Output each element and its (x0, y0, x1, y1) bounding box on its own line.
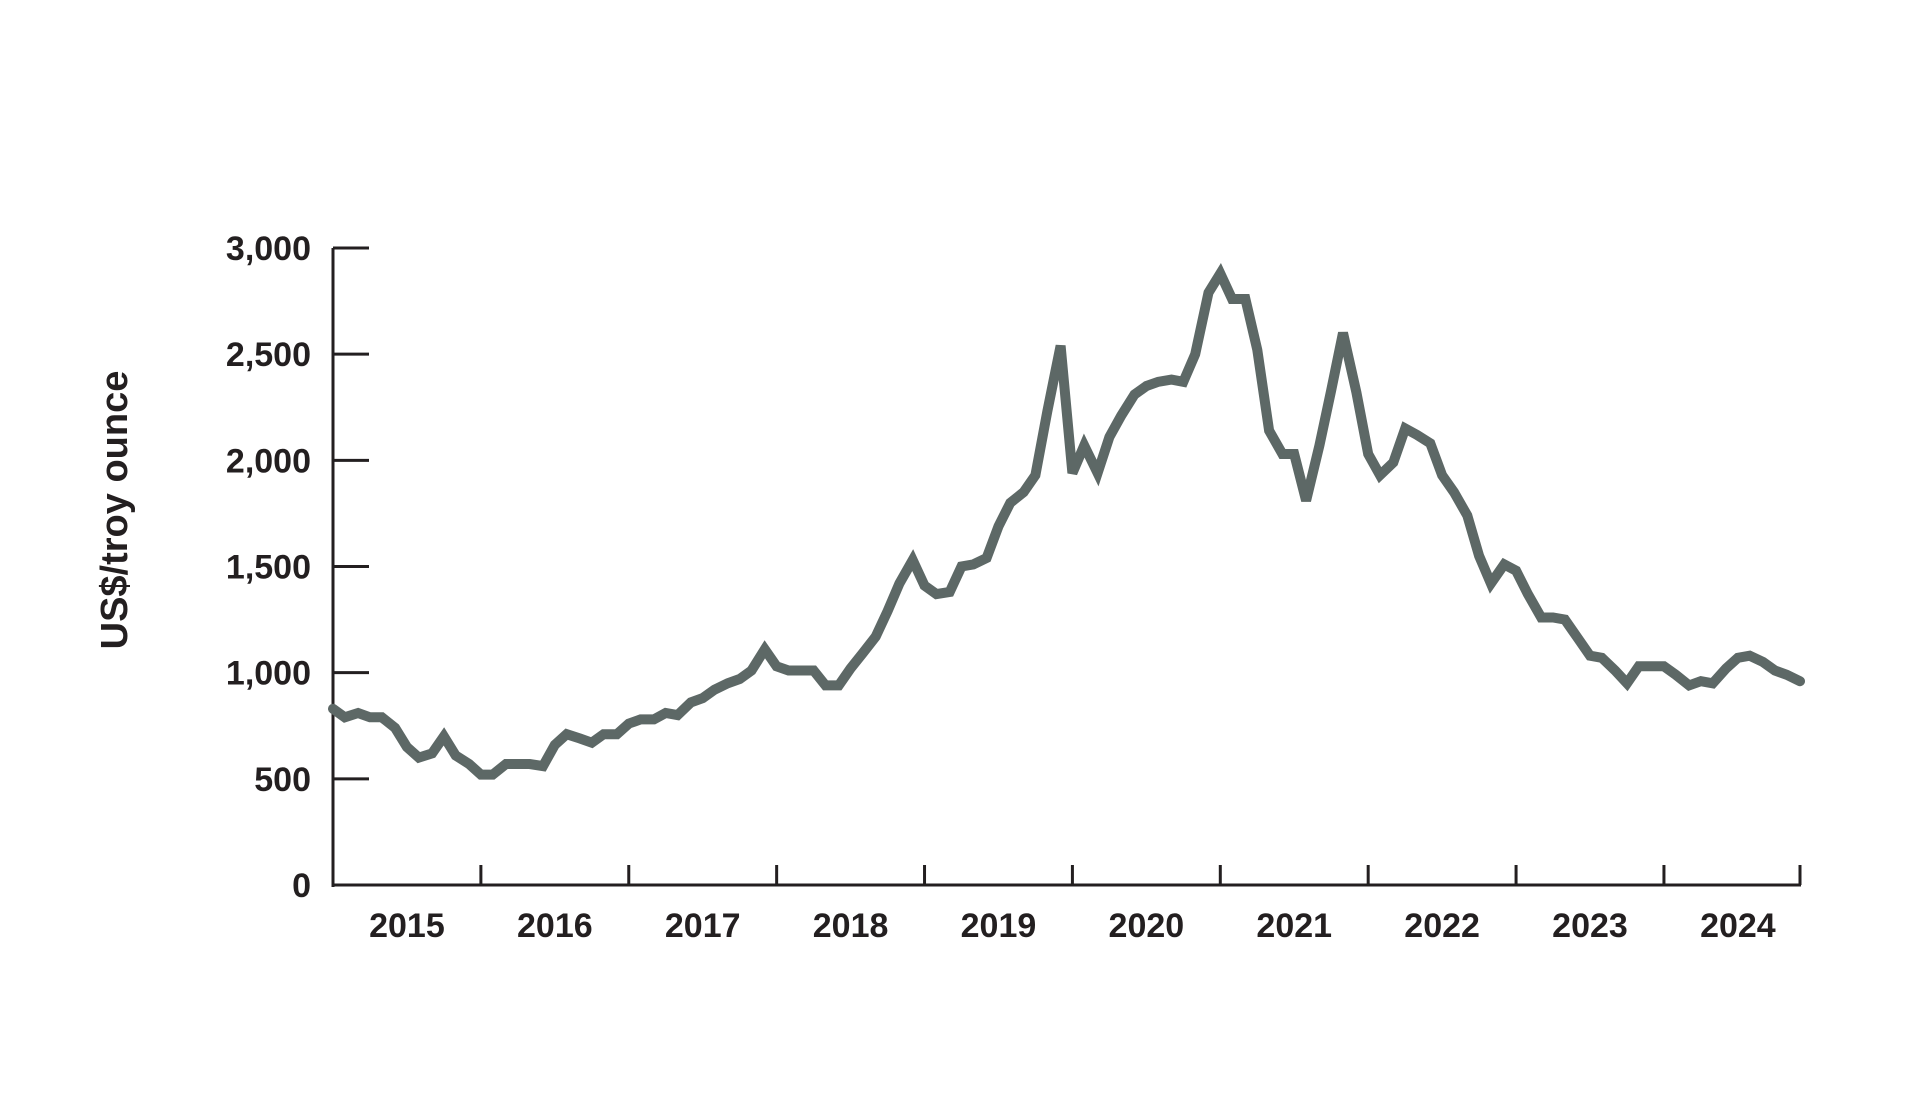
x-tick-label: 2020 (1109, 907, 1185, 945)
y-tick-label: 500 (254, 761, 311, 799)
y-axis-title: US$/troy ounce (94, 371, 136, 650)
x-tick-label: 2017 (665, 907, 741, 945)
axes: 0 500 1,000 1,500 2,000 2,500 3,000 2015 2016 201… (226, 230, 1802, 945)
y-tick-label: 2,000 (226, 442, 311, 480)
series-line-0 (328, 262, 1805, 780)
series-layer (328, 262, 1805, 780)
x-tick-label: 2016 (517, 907, 593, 945)
x-tick-label: 2015 (369, 907, 445, 945)
x-tick-label: 2023 (1552, 907, 1628, 945)
x-tick-label: 2022 (1404, 907, 1480, 945)
x-tick-label: 2021 (1256, 907, 1332, 945)
y-tick-label: 2,500 (226, 336, 311, 374)
x-tick-label: 2024 (1700, 907, 1776, 945)
y-tick-label: 0 (292, 867, 311, 905)
y-tick-label: 3,000 (226, 230, 311, 268)
x-tick-label: 2019 (961, 907, 1037, 945)
y-tick-label: 1,000 (226, 655, 311, 693)
x-tick-label: 2018 (813, 907, 889, 945)
y-tick-label: 1,500 (226, 549, 311, 587)
